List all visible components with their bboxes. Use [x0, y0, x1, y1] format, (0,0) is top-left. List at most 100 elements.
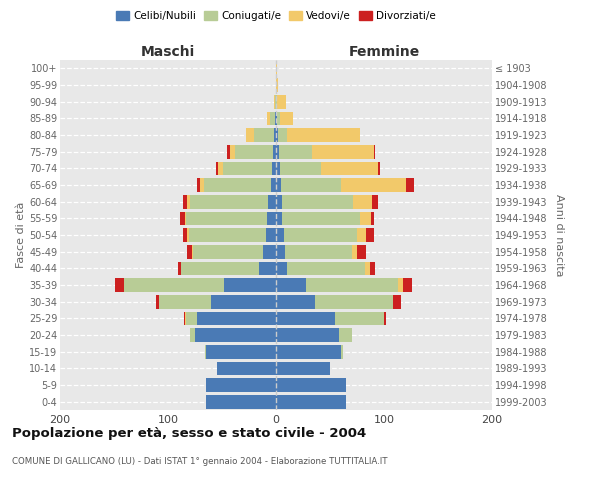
- Bar: [273, 145, 276, 158]
- Bar: [115, 278, 124, 292]
- Bar: [276, 395, 346, 408]
- Bar: [353, 195, 372, 208]
- Bar: [357, 228, 365, 242]
- Bar: [268, 195, 276, 208]
- Text: Femmine: Femmine: [349, 45, 419, 59]
- Bar: [275, 112, 276, 125]
- Bar: [276, 178, 281, 192]
- Bar: [193, 245, 263, 258]
- Bar: [276, 195, 283, 208]
- Bar: [183, 195, 187, 208]
- Bar: [276, 312, 335, 325]
- Bar: [276, 228, 284, 242]
- Bar: [398, 278, 403, 292]
- Bar: [277, 95, 286, 108]
- Bar: [190, 195, 268, 208]
- Bar: [185, 312, 187, 325]
- Bar: [284, 228, 357, 242]
- Bar: [276, 128, 278, 142]
- Bar: [276, 328, 338, 342]
- Bar: [254, 128, 274, 142]
- Bar: [269, 112, 275, 125]
- Bar: [341, 345, 343, 358]
- Bar: [280, 112, 293, 125]
- Bar: [276, 345, 341, 358]
- Bar: [187, 245, 192, 258]
- Bar: [322, 162, 377, 175]
- Bar: [218, 162, 223, 175]
- Bar: [183, 228, 187, 242]
- Bar: [197, 312, 276, 325]
- Bar: [335, 312, 384, 325]
- Bar: [276, 362, 330, 375]
- Bar: [160, 295, 211, 308]
- Bar: [235, 145, 273, 158]
- Bar: [206, 345, 276, 358]
- Bar: [230, 145, 235, 158]
- Bar: [227, 145, 230, 158]
- Bar: [374, 145, 376, 158]
- Bar: [284, 245, 352, 258]
- Bar: [268, 112, 269, 125]
- Bar: [280, 162, 322, 175]
- Bar: [180, 212, 185, 225]
- Bar: [392, 295, 401, 308]
- Bar: [223, 162, 272, 175]
- Bar: [283, 212, 360, 225]
- Bar: [259, 262, 276, 275]
- Bar: [187, 312, 197, 325]
- Bar: [184, 312, 185, 325]
- Bar: [276, 245, 284, 258]
- Text: COMUNE DI GALLICANO (LU) - Dati ISTAT 1° gennaio 2004 - Elaborazione TUTTITALIA.: COMUNE DI GALLICANO (LU) - Dati ISTAT 1°…: [12, 458, 388, 466]
- Bar: [277, 112, 280, 125]
- Bar: [276, 112, 277, 125]
- Bar: [357, 245, 365, 258]
- Bar: [192, 245, 193, 258]
- Bar: [276, 378, 346, 392]
- Bar: [263, 245, 276, 258]
- Y-axis label: Anni di nascita: Anni di nascita: [554, 194, 564, 276]
- Bar: [276, 212, 283, 225]
- Bar: [371, 212, 374, 225]
- Bar: [187, 212, 268, 225]
- Bar: [190, 328, 195, 342]
- Bar: [217, 362, 276, 375]
- Bar: [187, 228, 188, 242]
- Bar: [205, 345, 206, 358]
- Bar: [283, 195, 353, 208]
- Bar: [341, 178, 406, 192]
- Bar: [287, 128, 360, 142]
- Bar: [188, 228, 266, 242]
- Bar: [271, 178, 276, 192]
- Bar: [206, 395, 276, 408]
- Bar: [384, 312, 386, 325]
- Bar: [181, 262, 259, 275]
- Bar: [203, 178, 271, 192]
- Bar: [352, 245, 357, 258]
- Bar: [276, 278, 306, 292]
- Bar: [365, 262, 370, 275]
- Bar: [272, 162, 276, 175]
- Bar: [124, 278, 224, 292]
- Bar: [372, 195, 377, 208]
- Bar: [360, 212, 371, 225]
- Bar: [266, 228, 276, 242]
- Bar: [306, 278, 398, 292]
- Bar: [281, 178, 341, 192]
- Bar: [287, 262, 365, 275]
- Bar: [276, 262, 287, 275]
- Bar: [276, 62, 277, 75]
- Bar: [370, 262, 376, 275]
- Y-axis label: Fasce di età: Fasce di età: [16, 202, 26, 268]
- Bar: [275, 95, 276, 108]
- Bar: [185, 212, 187, 225]
- Bar: [278, 128, 287, 142]
- Bar: [187, 195, 190, 208]
- Bar: [276, 95, 277, 108]
- Bar: [178, 262, 181, 275]
- Bar: [197, 178, 200, 192]
- Bar: [246, 128, 254, 142]
- Text: Maschi: Maschi: [141, 45, 195, 59]
- Bar: [377, 162, 380, 175]
- Bar: [215, 162, 218, 175]
